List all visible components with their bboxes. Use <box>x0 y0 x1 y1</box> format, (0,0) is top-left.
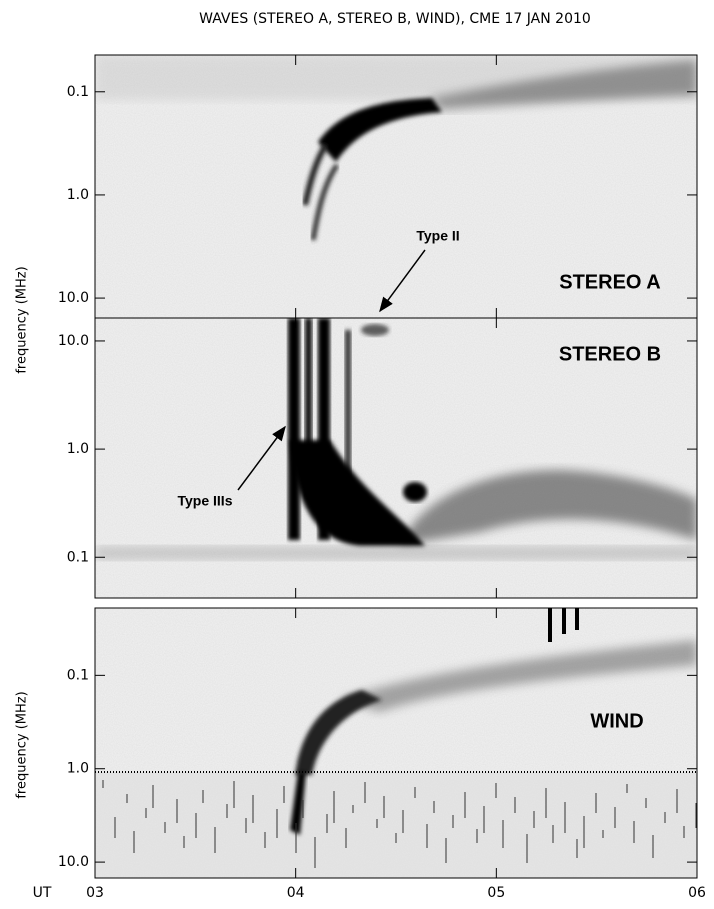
y-tick-label: 0.1 <box>67 549 89 565</box>
y-tick-label: 10.0 <box>58 854 89 870</box>
plot-frame <box>94 607 698 879</box>
burst <box>340 640 697 712</box>
burst <box>305 318 312 498</box>
y-tick-label: 0.1 <box>67 667 89 683</box>
spectrum <box>95 608 697 878</box>
burst <box>95 772 697 878</box>
burst <box>361 324 389 336</box>
spectrum <box>95 55 697 318</box>
y-tick-label: 1.0 <box>67 187 89 203</box>
burst <box>345 330 351 500</box>
burst <box>575 608 579 630</box>
panel-label: STEREO B <box>559 343 661 365</box>
burst <box>318 98 442 162</box>
burst <box>562 608 566 634</box>
y-tick-label: 10.0 <box>58 333 89 349</box>
burst <box>290 440 425 546</box>
spectrum <box>95 318 697 598</box>
burst <box>548 608 552 642</box>
burst <box>430 60 697 110</box>
y-axis-label: frequency (MHz) <box>15 266 30 373</box>
annotation: Type II <box>416 228 459 244</box>
y-axis-label: frequency (MHz) <box>15 691 30 798</box>
burst <box>310 163 340 241</box>
panel-label: STEREO A <box>559 271 661 293</box>
y-tick-label: 1.0 <box>67 761 89 777</box>
plot-frame <box>94 317 698 599</box>
annotation-arrow <box>379 249 426 313</box>
burst <box>400 470 697 545</box>
x-tick-label: 04 <box>287 885 305 901</box>
y-tick-label: 0.1 <box>67 84 89 100</box>
y-tick-label: 10.0 <box>58 290 89 306</box>
x-tick-label: 05 <box>487 885 505 901</box>
annotation-arrow <box>237 425 286 491</box>
x-axis-label: UT <box>33 885 52 901</box>
burst <box>288 318 300 540</box>
burst <box>403 482 427 502</box>
y-tick-label: 1.0 <box>67 441 89 457</box>
chart-title: WAVES (STEREO A, STEREO B, WIND), CME 17… <box>199 11 591 27</box>
burst <box>302 143 329 206</box>
annotation: Type IIIs <box>178 493 233 509</box>
x-tick-label: 03 <box>86 885 104 901</box>
panel-label: WIND <box>590 710 643 732</box>
burst <box>290 772 306 835</box>
burst <box>295 690 382 775</box>
x-tick-label: 06 <box>688 885 706 901</box>
burst <box>95 546 697 560</box>
